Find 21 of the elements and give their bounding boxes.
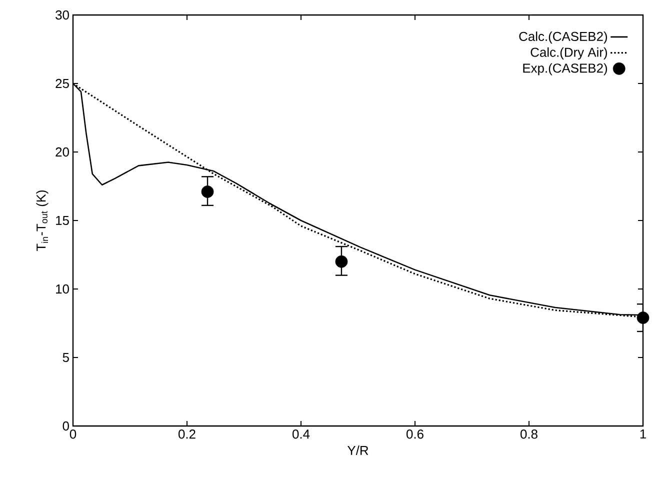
x-tick-label: 0 [70,430,76,439]
y-tick-label: 30 [56,10,69,20]
legend-label: Exp.(CASEB2) [523,63,608,76]
x-tick-label: 1 [640,430,646,438]
legend-label: Calc.(CASEB2) [519,32,608,44]
x-tick-label: 0.8 [520,430,538,439]
x-axis-title: Y/R [347,446,368,456]
x-tick-label: 0.6 [406,430,424,439]
y-tick-label: 25 [56,78,69,88]
y-axis-title: T$_{in}$-T$_{out}$ (K) [36,190,48,252]
x-tick-label: 0.4 [292,430,310,439]
y-tick-label: 10 [56,284,69,294]
y-tick-label: 15 [56,216,69,226]
y-tick-label: 5 [62,352,69,362]
y-tick-label: 20 [56,147,69,157]
point [636,312,650,324]
x-tick-label: 0.2 [178,430,196,439]
legend-label: Calc.(Dry Air) [530,47,608,60]
point [335,255,348,268]
y-tick-label: 0 [62,421,69,431]
point [201,186,214,198]
